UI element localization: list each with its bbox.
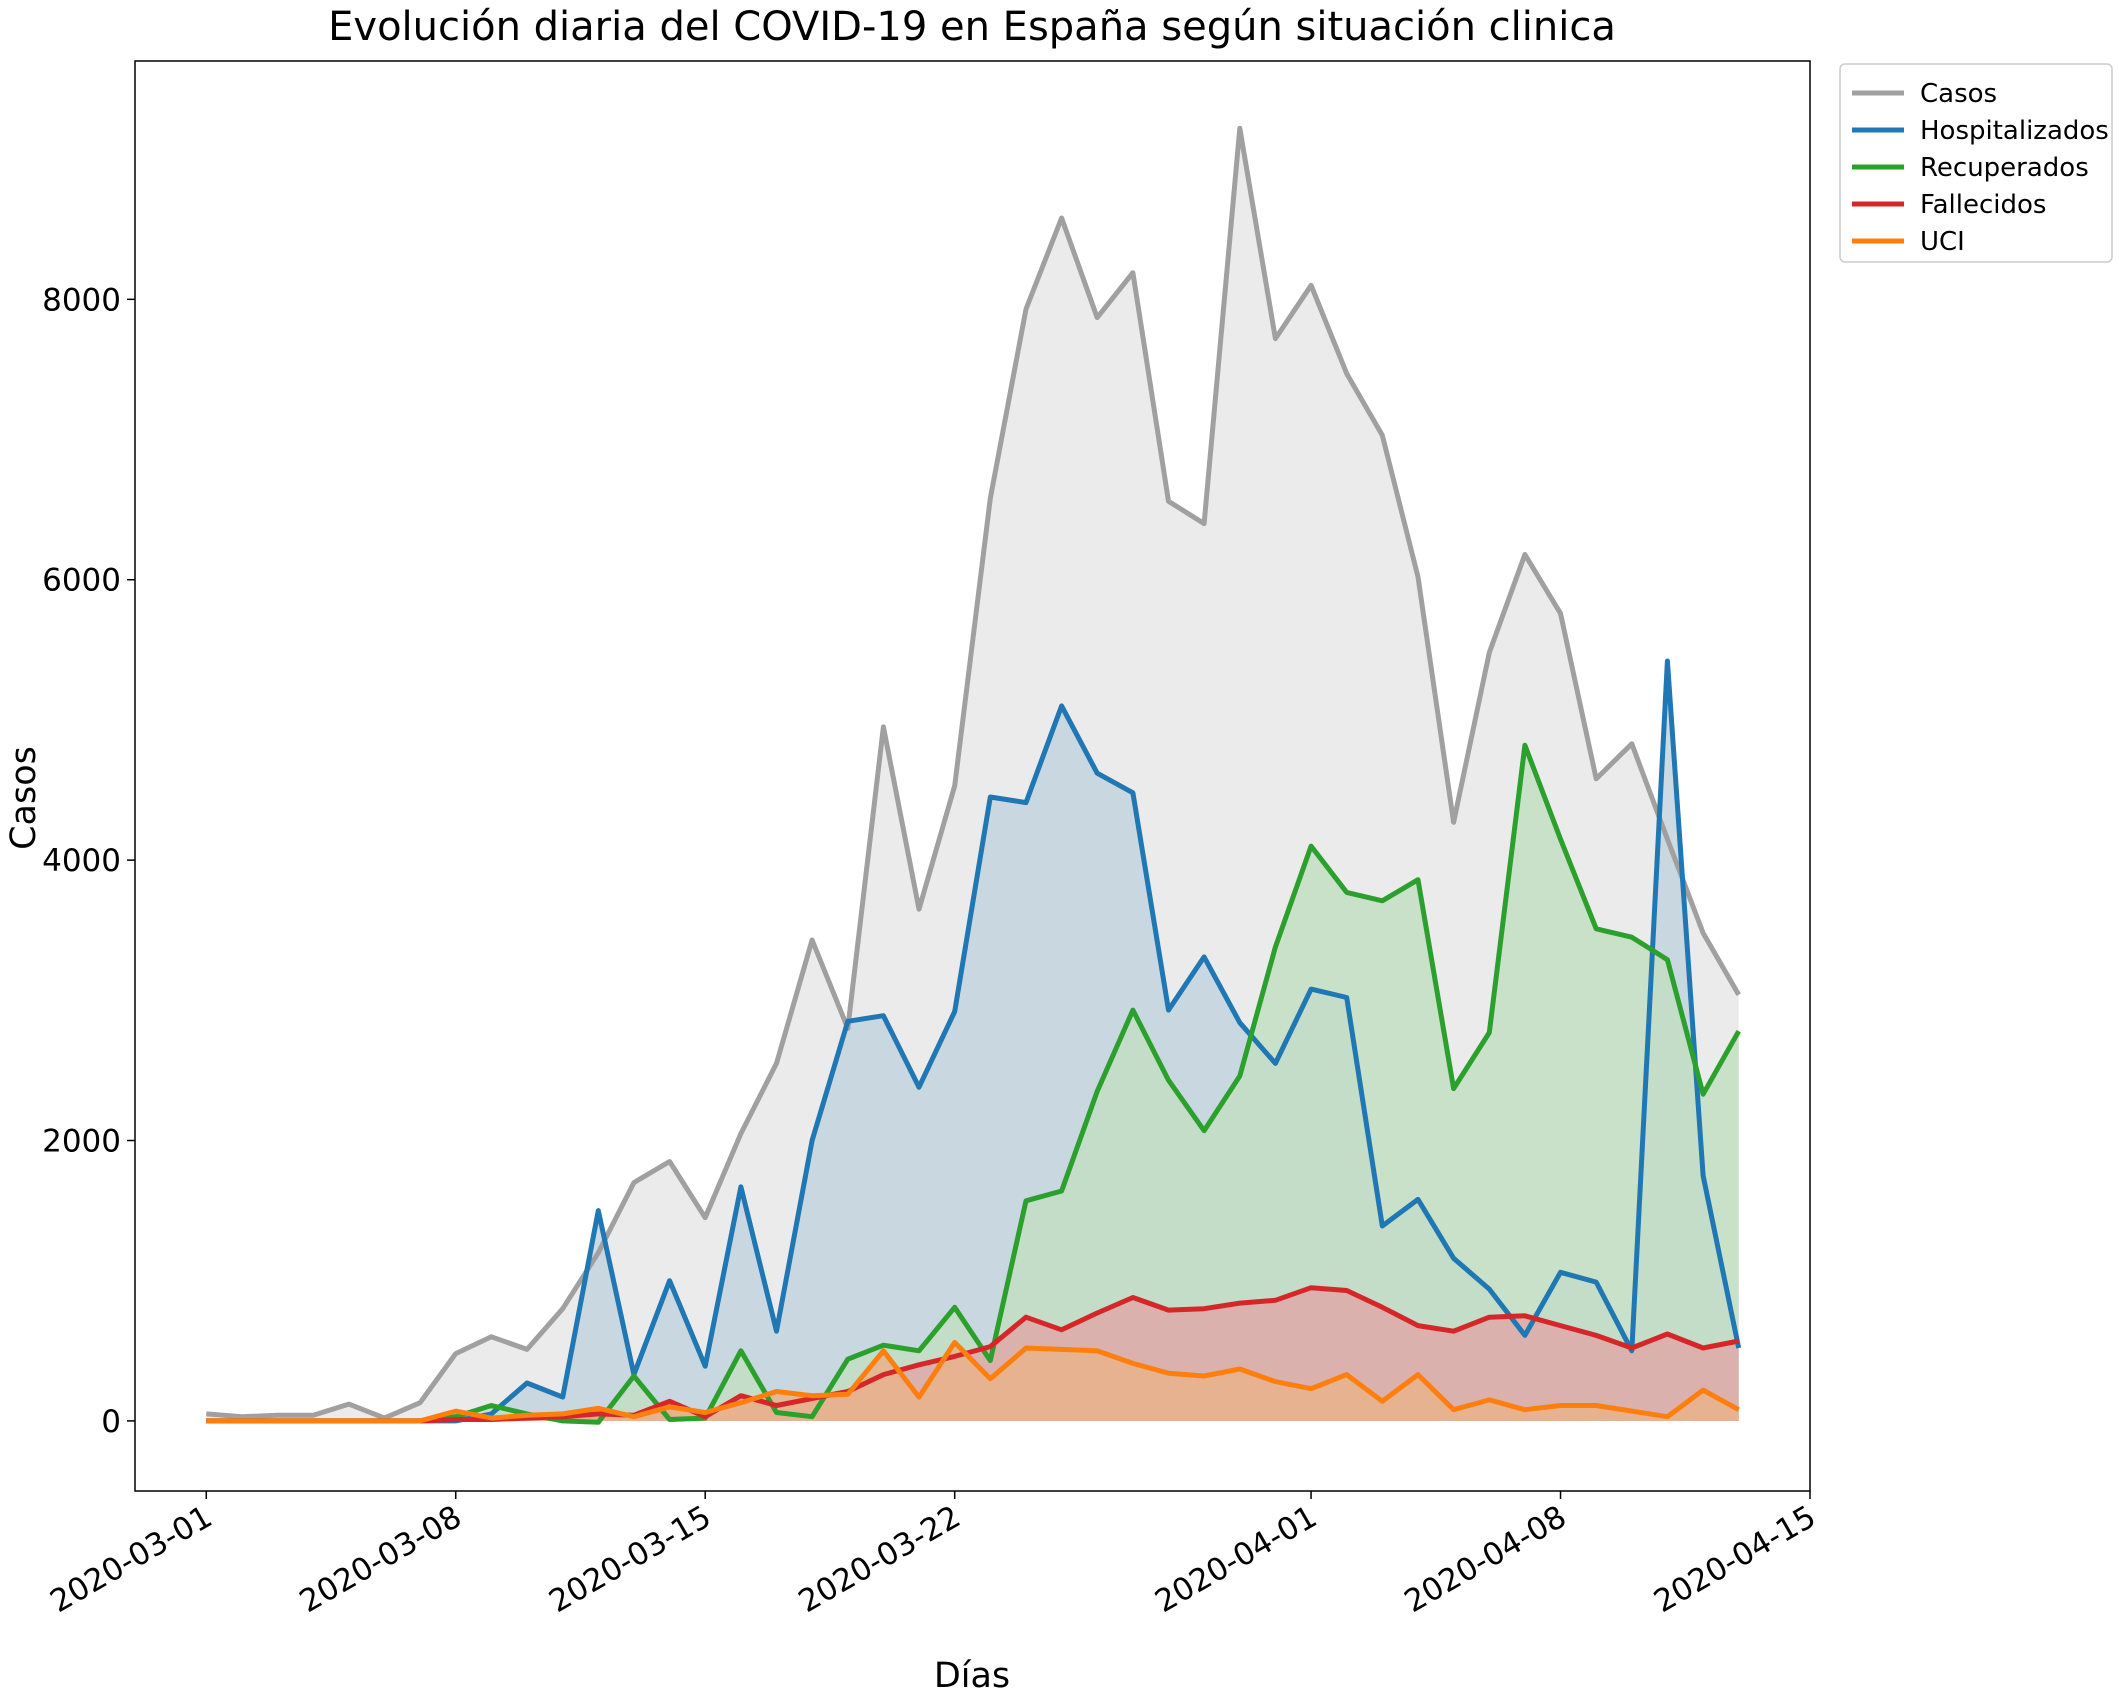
chart-title: Evolución diaria del COVID-19 en España … [328, 4, 1616, 50]
legend-label-fallecidos: Fallecidos [1920, 190, 2046, 220]
series-lines [206, 125, 1742, 1425]
line-uci [206, 1339, 1740, 1424]
legend-label-hospitalizados: Hospitalizados [1920, 116, 2109, 146]
y-tick-label: 0 [101, 1404, 121, 1440]
legend-label-casos: Casos [1920, 79, 1997, 109]
legend-label-uci: UCI [1920, 227, 1965, 257]
legend-box [1839, 63, 2113, 263]
line-casos [206, 125, 1741, 1421]
area-uci [206, 1342, 1739, 1421]
area-fills [206, 128, 1739, 1423]
line-recuperados [206, 742, 1741, 1425]
x-axis-label: Días [934, 1656, 1010, 1696]
area-recuperados [206, 745, 1739, 1423]
legend-label-recuperados: Recuperados [1920, 153, 2089, 183]
plot-area-frame [134, 60, 1811, 1492]
y-tick-label: 8000 [42, 282, 121, 318]
y-axis-label: Casos [4, 746, 44, 850]
legend: Casos Hospitalizados Recuperados Fallecidos… [1839, 63, 2113, 263]
line-fallecidos [206, 1285, 1740, 1424]
y-tick-label: 2000 [42, 1124, 121, 1160]
y-tick-label: 4000 [42, 843, 121, 879]
y-tick-label: 6000 [42, 563, 121, 599]
y-axis: 0 2000 4000 6000 8000 [42, 282, 135, 1440]
